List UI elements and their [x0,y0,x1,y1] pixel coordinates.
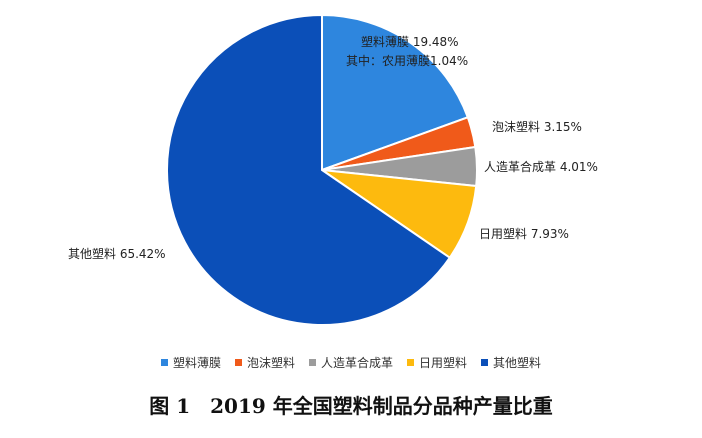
legend-item-plastic-film: 塑料薄膜 [160,354,221,371]
legend-item-foam-plastic: 泡沫塑料 [234,354,295,371]
legend: 塑料薄膜 泡沫塑料 人造革合成革 日用塑料 其他塑料 [0,354,702,371]
legend-label: 塑料薄膜 [172,356,221,370]
pie-slice-other-plastic [166,13,452,326]
legend-swatch [481,359,489,366]
slice-labels: 塑料薄膜 19.48% 其中：农用薄膜1.04% 泡沫塑料 3.15% 人造革合… [68,34,598,261]
pie-slices [166,13,478,326]
pie-slice-plastic-film [321,13,470,172]
slice-label-daily-plastic: 日用塑料 7.93% [479,226,569,241]
slice-sublabel-agricultural-film: 其中：农用薄膜1.04% [346,53,468,68]
legend-item-daily-plastic: 日用塑料 [407,354,467,371]
legend-swatch [160,359,168,366]
legend-label: 人造革合成革 [320,356,393,370]
legend-label: 泡沫塑料 [246,356,295,370]
slice-label-plastic-film: 塑料薄膜 19.48% [361,34,459,49]
slice-label-artificial-leather: 人造革合成革 4.01% [484,159,598,174]
legend-item-artificial-leather: 人造革合成革 [308,354,393,371]
slice-label-other-plastic: 其他塑料 65.42% [68,246,166,261]
legend-swatch [308,359,316,366]
legend-swatch [234,359,242,366]
slice-label-foam-plastic: 泡沫塑料 3.15% [492,119,582,134]
legend-label: 日用塑料 [419,356,468,370]
legend-swatch [407,359,414,366]
legend-item-other-plastic: 其他塑料 [481,354,541,371]
legend-label: 其他塑料 [493,356,542,370]
chart-title: 图 1 2019 年全国塑料制品分品种产量比重 [149,394,553,418]
